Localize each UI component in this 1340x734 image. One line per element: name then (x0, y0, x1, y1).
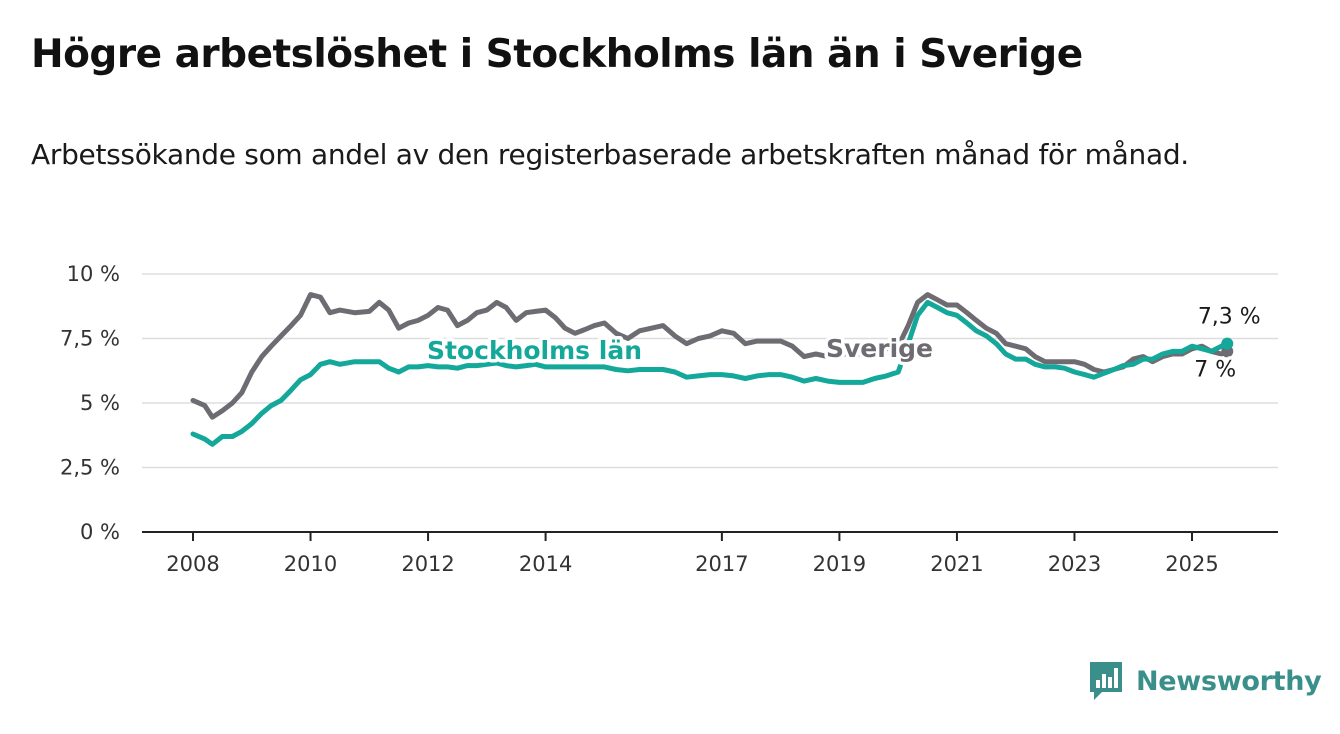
y-axis-ticks: 0 % 2,5 % 5 % 7,5 % 10 % (60, 262, 120, 544)
series-end-dot (1221, 337, 1234, 350)
x-tick-label: 2021 (930, 552, 983, 576)
gridlines (142, 273, 1278, 533)
x-tick-label: 2008 (166, 552, 219, 576)
series-labels: Sverige Stockholms län 7,3 % 7 % (424, 301, 1265, 386)
y-tick-label: 0 % (80, 520, 120, 544)
x-tick-label: 2010 (284, 552, 337, 576)
newsworthy-logo: Newsworthy (1088, 660, 1322, 702)
x-axis-ticks: 2008 2010 2012 2014 2017 2019 2021 2023 2025 (166, 532, 1219, 576)
brand-name: Newsworthy (1136, 665, 1322, 697)
y-tick-label: 5 % (80, 391, 120, 415)
y-tick-label: 10 % (67, 262, 120, 286)
chart-subtitle: Arbetssökande som andel av den registerb… (31, 138, 1189, 171)
series-label-sverige: Sverige (826, 334, 933, 363)
bar-chart-icon (1088, 660, 1124, 702)
series-lines (190, 292, 1234, 447)
series-line-sverige (190, 292, 1230, 420)
y-tick-label: 2,5 % (60, 456, 120, 480)
end-value-sverige: 7 % (1194, 357, 1236, 382)
x-tick-label: 2019 (813, 552, 866, 576)
x-tick-label: 2014 (519, 552, 572, 576)
chart-title: Högre arbetslöshet i Stockholms län än i… (31, 32, 1083, 77)
x-tick-label: 2025 (1165, 552, 1218, 576)
x-tick-label: 2023 (1048, 552, 1101, 576)
series-line-stockholm (190, 299, 1230, 447)
x-tick-label: 2017 (695, 552, 748, 576)
x-tick-label: 2012 (401, 552, 454, 576)
series-label-stockholm: Stockholms län (427, 336, 642, 365)
end-value-stockholm: 7,3 % (1198, 305, 1261, 330)
y-tick-label: 7,5 % (60, 327, 120, 351)
